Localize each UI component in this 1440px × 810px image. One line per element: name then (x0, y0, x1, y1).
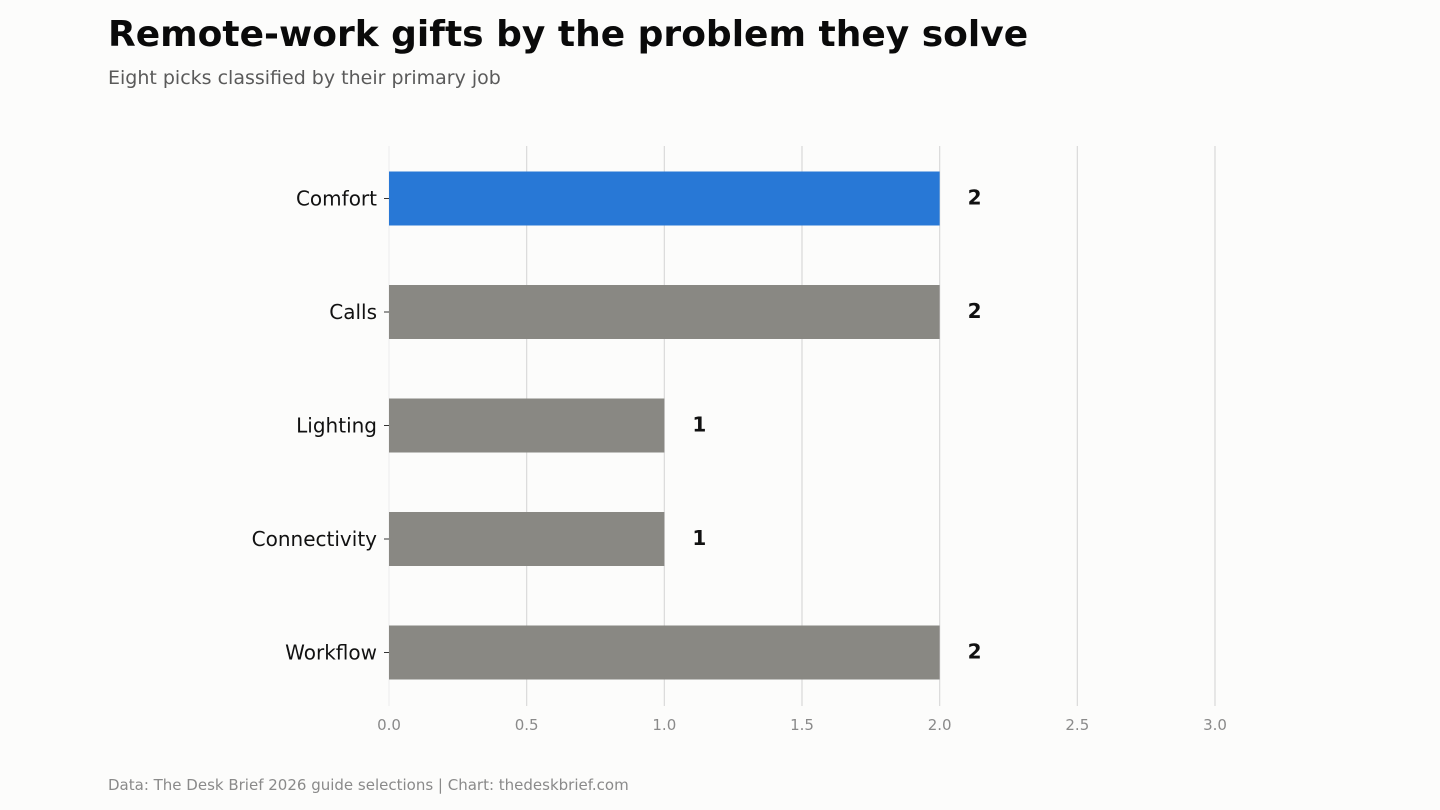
source-note: Data: The Desk Brief 2026 guide selectio… (108, 776, 629, 794)
x-tick-label: 2.5 (1065, 716, 1089, 734)
data-label: 1 (692, 526, 706, 550)
bar (389, 398, 665, 453)
x-tick-label: 3.0 (1203, 716, 1227, 734)
y-axis: Comfort Calls Lighting Connectivity Workflow (252, 187, 389, 665)
x-tick-label: 1.0 (652, 716, 676, 734)
y-tick-label: Comfort (296, 187, 377, 211)
data-label: 2 (968, 640, 982, 664)
y-tick-label: Lighting (296, 414, 377, 438)
y-tick-label: Connectivity (252, 527, 377, 551)
x-axis: 0.0 0.5 1.0 1.5 2.0 2.5 3.0 (377, 716, 1227, 734)
data-label: 1 (692, 413, 706, 437)
bars (389, 171, 940, 680)
bar (389, 285, 940, 339)
y-tick-label: Calls (329, 300, 377, 324)
bar (389, 512, 665, 566)
x-tick-label: 1.5 (790, 716, 814, 734)
data-labels: 2 2 1 1 2 (692, 186, 981, 664)
bar (389, 171, 940, 226)
x-tick-label: 0.0 (377, 716, 401, 734)
x-tick-label: 0.5 (515, 716, 539, 734)
chart-title: Remote-work gifts by the problem they so… (108, 14, 1029, 55)
chart-subtitle: Eight picks classified by their primary … (108, 67, 501, 89)
data-label: 2 (968, 186, 982, 210)
data-label: 2 (968, 299, 982, 323)
y-tick-label: Workflow (285, 641, 377, 665)
bar (389, 625, 940, 680)
x-tick-label: 2.0 (928, 716, 952, 734)
